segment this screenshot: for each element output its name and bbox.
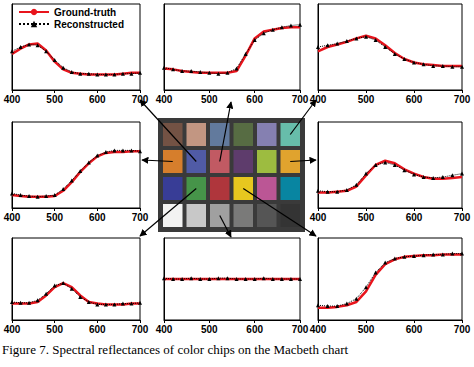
svg-text:700: 700 xyxy=(132,212,149,223)
svg-text:400: 400 xyxy=(310,212,327,223)
svg-text:400: 400 xyxy=(4,212,21,223)
svg-text:500: 500 xyxy=(201,324,218,335)
svg-text:400: 400 xyxy=(310,324,327,335)
svg-text:700: 700 xyxy=(454,94,471,105)
svg-text:700: 700 xyxy=(454,324,471,335)
svg-text:700: 700 xyxy=(132,94,149,105)
svg-text:600: 600 xyxy=(406,212,423,223)
svg-text:600: 600 xyxy=(89,324,106,335)
html-text:Figure 7. Spectral reflectance: Figure 7. Spectral reflectances of color… xyxy=(2,342,349,357)
svg-text:400: 400 xyxy=(310,94,327,105)
svg-text:600: 600 xyxy=(89,212,106,223)
svg-text:500: 500 xyxy=(46,324,63,335)
svg-text:Reconstructed: Reconstructed xyxy=(54,19,124,30)
svg-text:600: 600 xyxy=(246,94,263,105)
svg-text:500: 500 xyxy=(46,212,63,223)
svg-text:600: 600 xyxy=(406,324,423,335)
svg-text:Ground-truth: Ground-truth xyxy=(54,7,116,18)
svg-text:500: 500 xyxy=(358,94,375,105)
svg-text:500: 500 xyxy=(46,94,63,105)
svg-text:600: 600 xyxy=(89,94,106,105)
svg-text:400: 400 xyxy=(4,324,21,335)
svg-text:400: 400 xyxy=(4,94,21,105)
svg-text:700: 700 xyxy=(292,94,309,105)
svg-text:700: 700 xyxy=(454,212,471,223)
svg-text:500: 500 xyxy=(358,324,375,335)
svg-text:500: 500 xyxy=(358,212,375,223)
svg-text:600: 600 xyxy=(406,94,423,105)
svg-text:400: 400 xyxy=(156,94,173,105)
svg-text:400: 400 xyxy=(156,324,173,335)
svg-text:700: 700 xyxy=(132,324,149,335)
svg-text:600: 600 xyxy=(246,324,263,335)
svg-text:700: 700 xyxy=(292,324,309,335)
svg-text:500: 500 xyxy=(201,94,218,105)
